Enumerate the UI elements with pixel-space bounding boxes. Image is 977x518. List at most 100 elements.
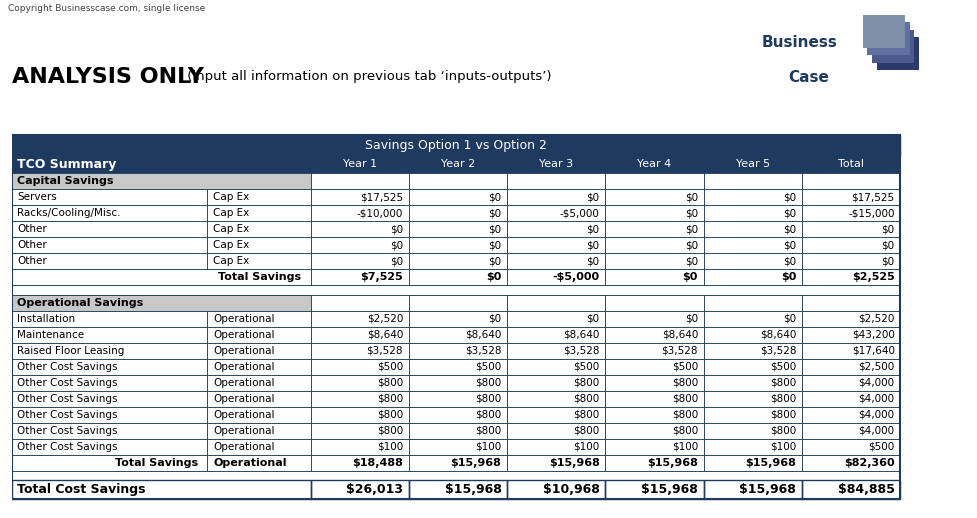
Text: $800: $800 xyxy=(475,394,501,404)
Bar xyxy=(408,237,507,253)
Text: $0: $0 xyxy=(783,314,795,324)
Text: $800: $800 xyxy=(573,426,599,436)
Bar xyxy=(703,327,801,343)
Bar xyxy=(207,237,310,253)
Bar xyxy=(12,481,310,499)
Bar xyxy=(801,189,900,205)
Bar xyxy=(507,295,605,311)
Bar xyxy=(408,311,507,327)
Bar xyxy=(507,205,605,221)
Bar xyxy=(12,189,207,205)
Text: $0: $0 xyxy=(783,240,795,250)
Bar xyxy=(408,439,507,455)
Bar xyxy=(605,295,703,311)
Bar xyxy=(310,156,408,173)
Bar xyxy=(605,455,703,471)
Bar xyxy=(605,481,703,499)
Text: Cap Ex: Cap Ex xyxy=(213,208,249,218)
Text: Servers: Servers xyxy=(18,192,58,202)
Bar xyxy=(12,221,207,237)
Bar xyxy=(310,189,408,205)
Bar xyxy=(408,375,507,391)
Bar xyxy=(12,327,207,343)
Bar xyxy=(310,295,408,311)
Bar xyxy=(703,156,801,173)
Bar xyxy=(408,269,507,285)
Text: $0: $0 xyxy=(783,208,795,218)
Bar xyxy=(605,205,703,221)
Bar xyxy=(507,205,605,221)
Text: $800: $800 xyxy=(573,394,599,404)
Bar xyxy=(801,189,900,205)
Bar xyxy=(310,221,408,237)
Bar xyxy=(507,221,605,237)
Text: $100: $100 xyxy=(475,442,501,452)
Text: $8,640: $8,640 xyxy=(464,330,501,340)
Bar xyxy=(310,253,408,269)
Text: $7,525: $7,525 xyxy=(360,272,403,282)
Bar xyxy=(703,156,801,173)
Bar xyxy=(605,407,703,423)
Bar xyxy=(408,237,507,253)
Bar xyxy=(408,253,507,269)
Bar xyxy=(207,391,310,407)
Bar xyxy=(703,343,801,359)
Bar xyxy=(310,343,408,359)
Text: $800: $800 xyxy=(671,426,698,436)
Text: Total Cost Savings: Total Cost Savings xyxy=(18,483,146,496)
Bar xyxy=(12,455,207,471)
Bar xyxy=(12,423,207,439)
Bar xyxy=(605,439,703,455)
Bar xyxy=(408,205,507,221)
Bar xyxy=(310,253,408,269)
Bar xyxy=(12,455,207,471)
Bar xyxy=(207,311,310,327)
Bar xyxy=(507,343,605,359)
Text: $26,013: $26,013 xyxy=(346,483,403,496)
Bar xyxy=(801,359,900,375)
Text: $800: $800 xyxy=(769,426,795,436)
Bar xyxy=(310,205,408,221)
Bar xyxy=(310,481,408,499)
Bar xyxy=(507,269,605,285)
Bar xyxy=(507,407,605,423)
Text: $0: $0 xyxy=(488,256,501,266)
Text: $2,520: $2,520 xyxy=(858,314,894,324)
Bar xyxy=(703,423,801,439)
Text: $0: $0 xyxy=(684,208,698,218)
Bar xyxy=(507,237,605,253)
Bar xyxy=(605,221,703,237)
Bar xyxy=(12,327,207,343)
Bar xyxy=(801,295,900,311)
Bar xyxy=(703,253,801,269)
Bar xyxy=(207,237,310,253)
Bar xyxy=(207,327,310,343)
Bar xyxy=(408,311,507,327)
Bar xyxy=(408,481,507,499)
Bar xyxy=(12,156,310,173)
Bar xyxy=(12,173,310,189)
Bar xyxy=(408,205,507,221)
Bar xyxy=(207,423,310,439)
Bar xyxy=(507,311,605,327)
Bar xyxy=(408,423,507,439)
Text: $800: $800 xyxy=(376,410,403,420)
Text: Operational: Operational xyxy=(213,394,275,404)
Bar xyxy=(605,173,703,189)
Text: $4,000: $4,000 xyxy=(858,426,894,436)
Bar xyxy=(310,423,408,439)
Bar xyxy=(605,156,703,173)
Bar xyxy=(801,375,900,391)
Text: TCO Summary: TCO Summary xyxy=(18,158,116,171)
Bar xyxy=(207,189,310,205)
Bar xyxy=(207,455,310,471)
Bar xyxy=(605,423,703,439)
Bar xyxy=(207,205,310,221)
Bar xyxy=(12,439,207,455)
Bar xyxy=(408,455,507,471)
Bar xyxy=(207,423,310,439)
Bar xyxy=(12,156,310,173)
Bar xyxy=(408,295,507,311)
Bar xyxy=(310,391,408,407)
Bar xyxy=(507,253,605,269)
